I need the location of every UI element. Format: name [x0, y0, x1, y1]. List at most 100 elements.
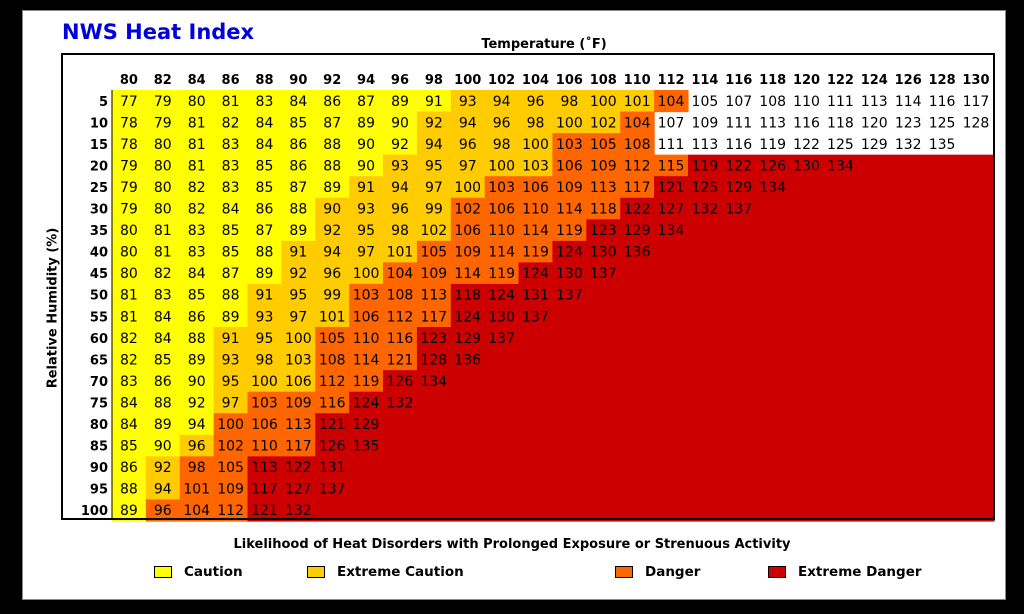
heat-index-value: 113	[759, 115, 786, 131]
temperature-header: 94	[357, 73, 375, 88]
heat-cell	[620, 176, 655, 199]
heat-index-value: 84	[222, 202, 240, 218]
heat-cell	[179, 176, 215, 199]
heat-cell	[281, 348, 316, 371]
heat-cell	[145, 413, 181, 436]
heat-cell	[247, 305, 282, 328]
heat-cell	[247, 434, 282, 457]
temperature-header: 110	[624, 73, 651, 88]
heat-cell	[281, 111, 316, 134]
heat-index-value: 114	[488, 245, 515, 261]
heat-index-value: 91	[289, 245, 307, 261]
heat-cell	[247, 90, 282, 113]
humidity-header: 50	[90, 289, 108, 304]
heat-index-value: 134	[759, 180, 786, 196]
heat-cell	[349, 370, 384, 393]
heat-cell	[213, 111, 249, 134]
heat-cell	[112, 176, 147, 199]
heat-index-value: 123	[590, 223, 617, 239]
heat-index-value: 109	[217, 482, 244, 498]
heat-index-value: 108	[624, 137, 651, 153]
heat-index-value: 86	[289, 158, 307, 174]
heat-cell	[145, 434, 181, 457]
heat-cell	[213, 219, 249, 242]
heat-index-value: 102	[454, 202, 481, 218]
heat-index-value: 108	[319, 352, 346, 368]
heat-index-value: 125	[692, 180, 719, 196]
humidity-header: 45	[90, 267, 108, 282]
heat-index-value: 131	[522, 288, 549, 304]
heat-index-value: 98	[560, 94, 578, 110]
heat-index-value: 86	[289, 137, 307, 153]
chart-title: NWS Heat Index	[62, 20, 255, 44]
legend-extreme-danger: Extreme Danger	[768, 564, 922, 580]
heat-cell	[315, 90, 350, 113]
heat-cell	[484, 240, 520, 263]
heat-index-value: 93	[222, 352, 240, 368]
heat-index-value: 116	[793, 115, 820, 131]
heat-cell	[112, 327, 147, 350]
heat-cell	[179, 154, 215, 177]
heat-index-value: 88	[256, 245, 274, 261]
heat-cell	[450, 240, 486, 263]
heat-cell	[552, 219, 587, 242]
heat-cell	[213, 499, 249, 522]
heat-cell	[416, 176, 452, 199]
heat-index-value: 92	[391, 137, 409, 153]
heat-index-value: 93	[357, 202, 375, 218]
heat-cell	[484, 90, 520, 113]
heat-index-value: 136	[454, 352, 481, 368]
heat-cell	[179, 456, 215, 479]
humidity-header: 80	[90, 418, 108, 433]
heat-cell	[145, 262, 181, 285]
heat-index-value: 110	[488, 223, 515, 239]
heat-cell	[349, 154, 384, 177]
heat-index-value: 82	[188, 180, 206, 196]
humidity-header: 10	[90, 116, 108, 131]
heat-index-value: 137	[522, 309, 549, 325]
heat-cell	[213, 348, 249, 371]
heat-index-value: 92	[188, 395, 206, 411]
heat-index-value: 112	[319, 374, 346, 390]
heat-cell	[213, 154, 249, 177]
heat-index-value: 87	[256, 223, 274, 239]
heat-index-value: 84	[188, 266, 206, 282]
heat-index-value: 89	[120, 503, 138, 519]
heat-cell	[416, 133, 452, 156]
heat-cell	[450, 133, 486, 156]
humidity-header: 90	[90, 461, 108, 476]
heat-index-value: 124	[522, 266, 549, 282]
humidity-header: 60	[90, 332, 108, 347]
heat-index-value: 105	[692, 94, 719, 110]
heat-index-value: 109	[590, 158, 617, 174]
heat-index-value: 137	[556, 288, 583, 304]
heat-index-value: 94	[493, 94, 511, 110]
heat-index-value: 85	[154, 352, 172, 368]
heat-index-value: 88	[188, 331, 206, 347]
heat-cell	[518, 90, 554, 113]
heat-index-value: 111	[725, 115, 752, 131]
heat-index-value: 100	[353, 266, 380, 282]
heat-index-value: 132	[285, 503, 312, 519]
heat-index-value: 88	[120, 482, 138, 498]
heat-index-value: 91	[357, 180, 375, 196]
heat-index-value: 91	[222, 331, 240, 347]
heat-index-value: 114	[522, 223, 549, 239]
heat-index-value: 121	[387, 352, 414, 368]
heat-cell	[383, 262, 418, 285]
heat-index-value: 124	[488, 288, 515, 304]
heat-cell	[112, 111, 147, 134]
heat-index-value: 87	[357, 94, 375, 110]
heat-index-value: 126	[759, 158, 786, 174]
heat-index-value: 111	[658, 137, 685, 153]
heat-cell	[315, 219, 350, 242]
heat-index-value: 80	[188, 94, 206, 110]
heat-cell	[281, 197, 316, 220]
heat-cell	[450, 219, 486, 242]
heat-index-value: 130	[793, 158, 820, 174]
humidity-header: 40	[90, 246, 108, 261]
temperature-header: 80	[120, 73, 138, 88]
heat-index-value: 100	[522, 137, 549, 153]
heat-index-value: 83	[188, 245, 206, 261]
heat-index-value: 92	[323, 223, 341, 239]
